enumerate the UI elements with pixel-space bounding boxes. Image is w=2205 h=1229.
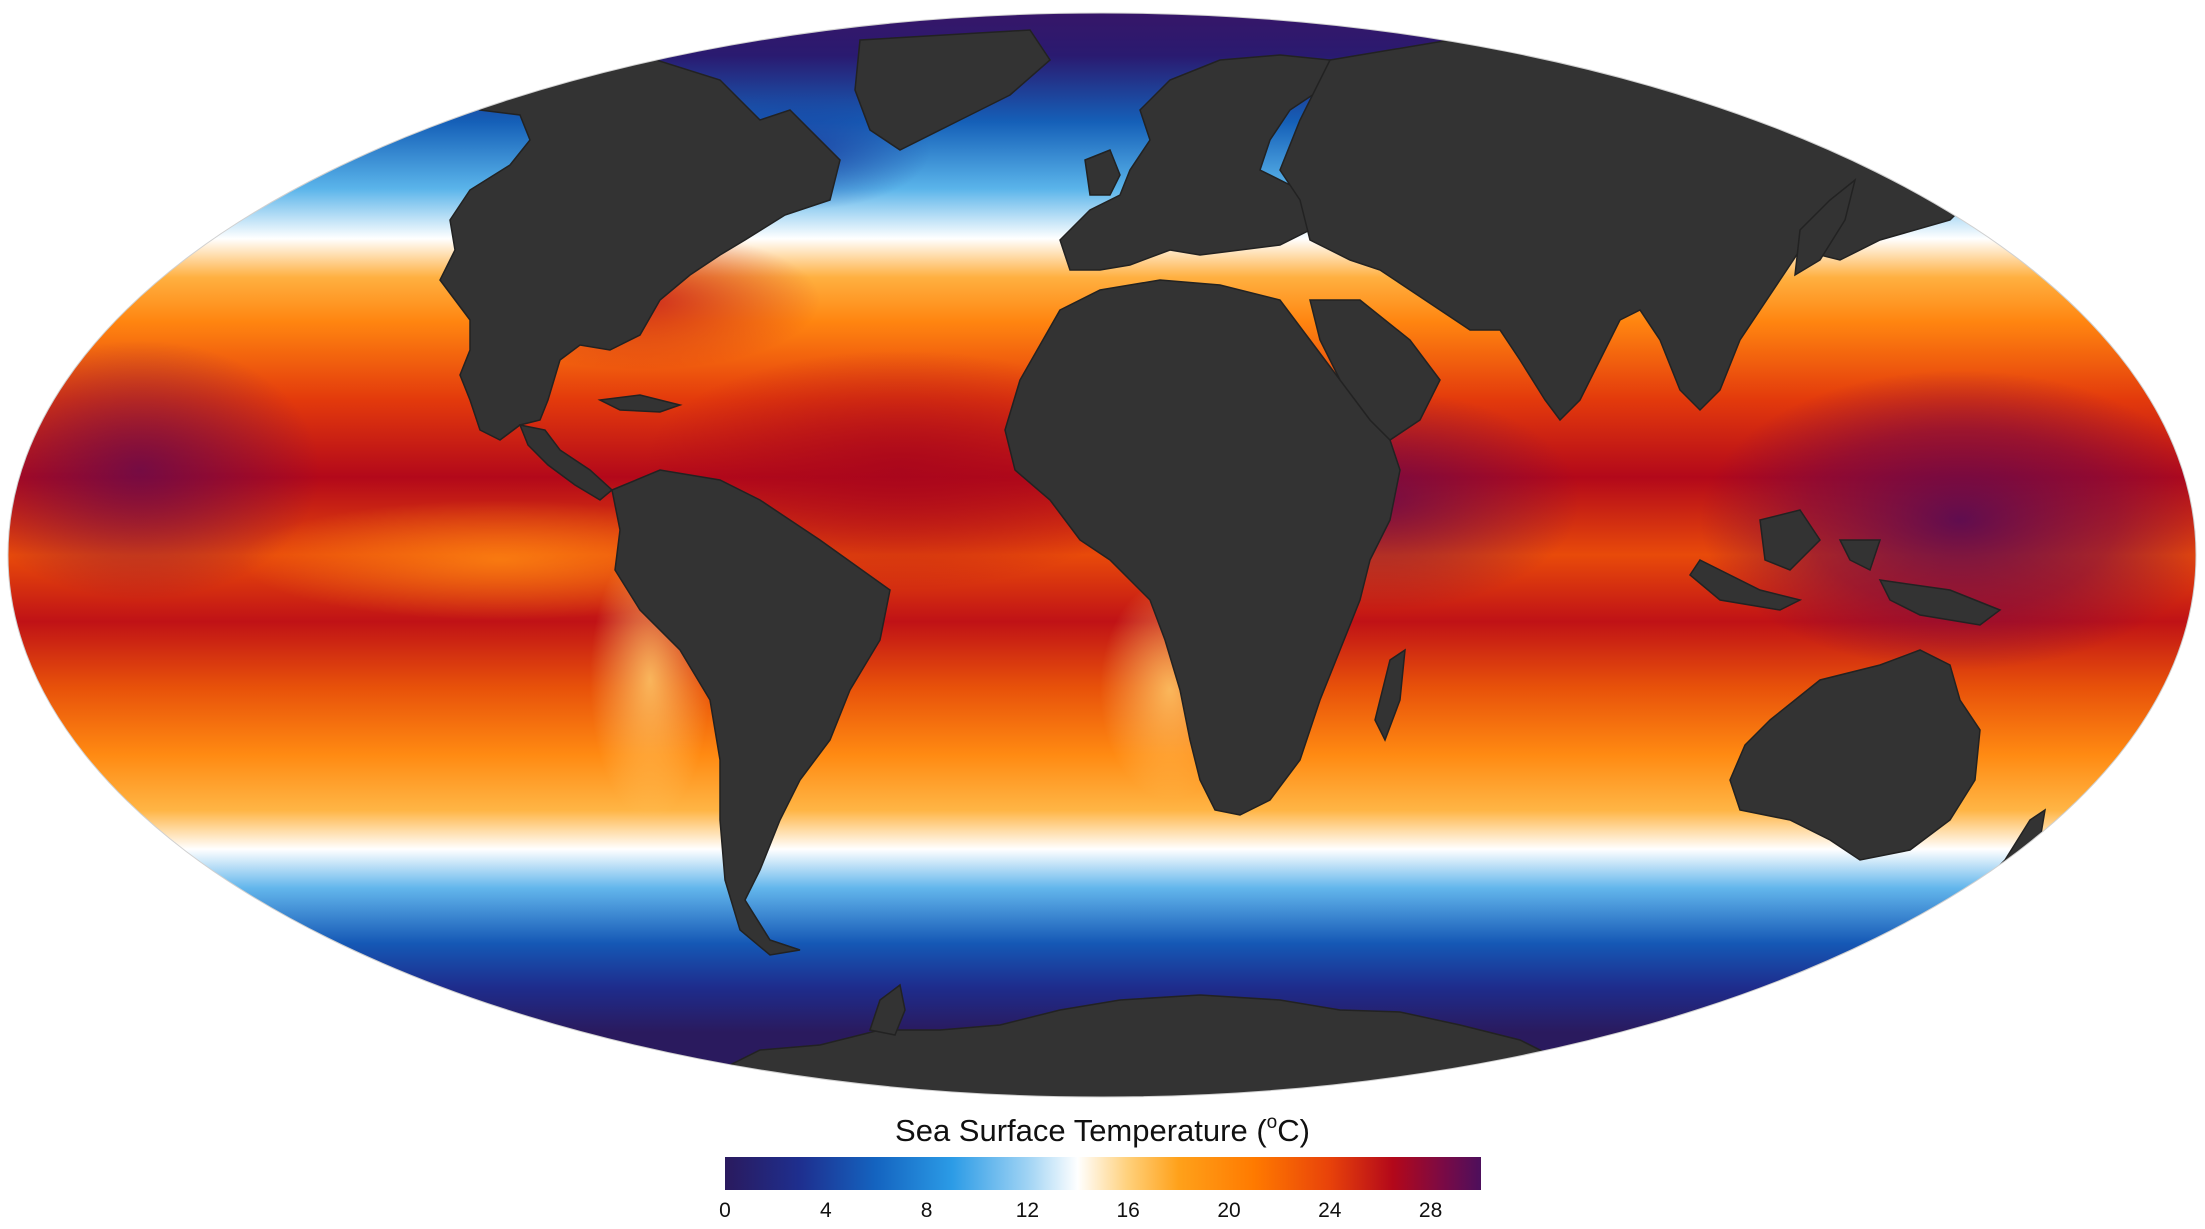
legend-tick-label: 16	[1116, 1199, 1140, 1222]
land-new-guinea	[1878, 579, 2002, 626]
land-arabia	[1309, 299, 1441, 441]
land-british-isles	[1084, 149, 1121, 196]
legend-tick-label: 24	[1318, 1199, 1342, 1222]
legend-tick-label: 4	[819, 1199, 832, 1222]
land-north-america	[439, 57, 841, 441]
legend-title: Sea Surface Temperature (oC)	[0, 1112, 2205, 1149]
legend-tick-label: 20	[1217, 1199, 1241, 1222]
land-central-america	[518, 423, 614, 501]
globe-outline	[7, 12, 2197, 1098]
legend-tick-label: 0	[719, 1199, 731, 1222]
land-antarctic-peninsula	[869, 983, 906, 1036]
sst-world-map	[7, 12, 2197, 1098]
land-japan	[1794, 178, 1857, 277]
land-africa	[1004, 279, 1401, 816]
land-caribbean	[597, 394, 683, 413]
sst-legend: Sea Surface Temperature (oC) 0 4 8 12 16 20 24…	[0, 1100, 2205, 1229]
legend-colorbar	[725, 1157, 1481, 1190]
legend-tick-label: 8	[920, 1199, 933, 1222]
land-australia	[1729, 649, 1981, 861]
land-maritime-continent	[1689, 509, 1882, 611]
legend-tick-row: 0 4 8 12 16 20 24 28	[719, 1199, 1481, 1227]
land-europe	[1059, 54, 1332, 271]
legend-title-degree: o	[1266, 1112, 1278, 1133]
legend-tick-label: 12	[1015, 1199, 1040, 1222]
land-south-america	[611, 469, 891, 956]
legend-title-text: Sea Surface Temperature (	[895, 1113, 1267, 1148]
legend-title-unit: C)	[1277, 1113, 1310, 1148]
legend-tick-label: 28	[1418, 1199, 1443, 1222]
land-madagascar	[1374, 648, 1406, 742]
mollweide-map-svg	[7, 12, 2197, 1098]
land-greenland	[854, 29, 1051, 151]
